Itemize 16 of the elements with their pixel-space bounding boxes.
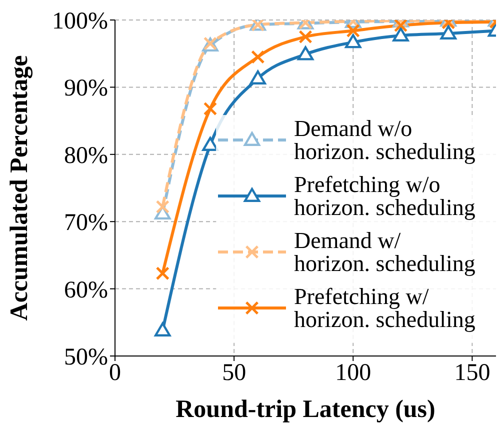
legend-label: Demand w/ horizon. scheduling (294, 228, 476, 276)
y-tick-label: 60% (64, 277, 108, 304)
x-tick-label: 0 (109, 360, 121, 386)
y-tick-label: 70% (64, 210, 108, 236)
legend-label: Demand w/o horizon. scheduling (294, 116, 476, 164)
y-tick-label: 80% (64, 142, 108, 169)
x-axis-title: Round-trip Latency (us) (176, 396, 436, 423)
y-axis-title: Accumulated Percentage (6, 55, 33, 321)
y-tick-label: 50% (64, 344, 108, 371)
y-tick-label: 100% (52, 8, 108, 35)
x-tick-label: 50 (222, 360, 246, 386)
y-tick-label: 90% (64, 76, 108, 102)
legend-label: Prefetching w/o horizon. scheduling (294, 172, 476, 220)
legend-label: Prefetching w/ horizon. scheduling (294, 284, 476, 332)
x-tick-label: 100 (335, 360, 372, 386)
x-tick-label: 150 (454, 360, 490, 386)
